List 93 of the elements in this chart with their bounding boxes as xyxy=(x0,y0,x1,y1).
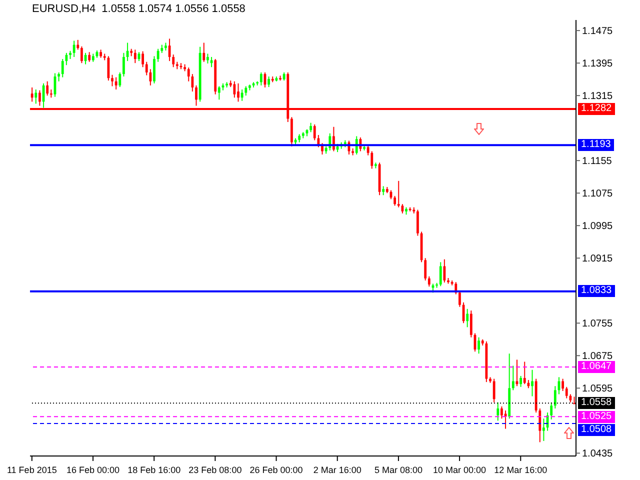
x-tick-label: 10 Mar 00:00 xyxy=(433,465,486,475)
candlestick xyxy=(290,116,293,147)
candlestick xyxy=(470,310,472,338)
candlestick xyxy=(428,276,430,288)
candlestick xyxy=(492,378,496,403)
candlestick xyxy=(538,408,542,443)
candlestick xyxy=(187,67,190,82)
y-tick-label: 1.0755 xyxy=(582,318,614,330)
candlestick xyxy=(237,82,240,102)
candlestick xyxy=(240,88,244,102)
candlestick xyxy=(478,336,480,354)
candlestick xyxy=(202,42,206,62)
candlestick xyxy=(573,396,576,404)
candlestick xyxy=(550,402,553,420)
candlestick xyxy=(443,258,446,283)
candlestick xyxy=(80,46,83,64)
candlestick xyxy=(466,308,469,328)
y-tick-label: 1.1315 xyxy=(582,91,614,102)
candlestick xyxy=(401,204,404,214)
candlestick xyxy=(313,124,316,141)
x-tick-label: 2 Mar 16:00 xyxy=(313,465,362,475)
candlestick xyxy=(65,52,68,66)
x-tick-label: 23 Feb 08:00 xyxy=(188,465,242,475)
ref-line-label: 1.0647 xyxy=(578,361,615,373)
y-tick-label: 1.1395 xyxy=(582,58,614,70)
y-tick-label: 1.1155 xyxy=(582,156,612,168)
candlestick xyxy=(520,375,522,388)
candlestick xyxy=(233,80,236,98)
candlestick xyxy=(156,48,160,62)
candlestick xyxy=(172,54,175,68)
candlestick xyxy=(38,90,41,106)
candlestick xyxy=(554,386,556,409)
candlestick xyxy=(30,86,34,102)
candlestick xyxy=(111,74,114,87)
candlestick xyxy=(496,402,500,422)
candlestick xyxy=(394,195,396,206)
candlestick xyxy=(206,53,209,64)
candlestick xyxy=(531,369,534,397)
candlestick xyxy=(118,72,122,88)
candlestick xyxy=(310,122,312,133)
candlestick xyxy=(153,56,156,84)
ref-line-label: 1.0833 xyxy=(578,285,615,298)
candlestick xyxy=(145,61,148,76)
x-tick-label: 16 Feb 00:00 xyxy=(66,465,120,475)
x-tick-label: 18 Feb 16:00 xyxy=(128,465,181,475)
candlestick xyxy=(114,76,118,90)
candlestick xyxy=(542,418,545,442)
x-tick-label: 5 Mar 08:00 xyxy=(374,465,422,475)
candlestick xyxy=(512,365,514,391)
ref-line-label: 1.0508 xyxy=(578,424,615,436)
y-tick-label: 1.0435 xyxy=(582,448,614,460)
candlestick xyxy=(142,50,144,68)
candlestick xyxy=(134,49,136,64)
x-tick-label: 26 Feb 00:00 xyxy=(250,465,303,475)
candlestick xyxy=(268,76,270,88)
candlestick xyxy=(46,80,49,96)
candlestick xyxy=(416,209,419,236)
chart-title: EURUSD,H4 1.0558 1.0574 1.0556 1.0558 xyxy=(32,3,246,15)
candlestick xyxy=(76,39,80,50)
candlestick xyxy=(500,406,503,420)
candlestick xyxy=(439,262,442,287)
x-tick-label: 12 Mar 16:00 xyxy=(494,465,548,475)
candlestick xyxy=(122,52,125,77)
candlestick xyxy=(565,386,568,399)
y-tick-label: 1.1475 xyxy=(582,26,614,38)
y-tick-label: 1.0915 xyxy=(582,254,614,265)
candlestick xyxy=(72,40,76,58)
candlestick xyxy=(195,84,198,106)
y-tick-label: 1.0995 xyxy=(582,221,614,232)
y-tick-label: 1.1075 xyxy=(582,188,614,200)
y-tick-label: 1.0675 xyxy=(582,351,614,362)
candlestick xyxy=(88,52,91,62)
candlestick xyxy=(218,86,220,100)
ref-line-label: 1.1282 xyxy=(578,102,615,115)
ref-line-label: 1.0558 xyxy=(578,397,615,410)
candlestick xyxy=(107,56,110,82)
candlestick xyxy=(370,150,374,170)
candlestick xyxy=(260,72,262,86)
candlestick xyxy=(397,180,400,208)
candlestick xyxy=(191,74,194,92)
candlestick xyxy=(34,88,38,104)
candlestick xyxy=(61,58,64,78)
candlestick xyxy=(562,378,564,392)
candlestick xyxy=(424,258,427,281)
candlestick xyxy=(149,68,152,86)
candlestick xyxy=(523,361,526,385)
x-tick-label: 11 Feb 2015 xyxy=(6,465,57,475)
y-tick-label: 1.0595 xyxy=(582,384,614,395)
ref-line-label: 1.0525 xyxy=(578,410,615,423)
candlestick xyxy=(244,86,248,96)
candlestick xyxy=(366,145,370,156)
candlestick xyxy=(355,136,358,155)
ref-line-label: 1.1193 xyxy=(578,139,614,152)
